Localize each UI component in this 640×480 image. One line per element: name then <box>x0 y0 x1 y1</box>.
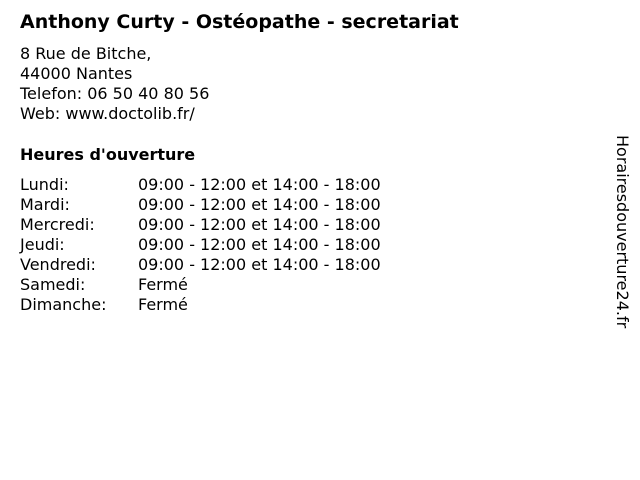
page-title: Anthony Curty - Ostéopathe - secretariat <box>20 11 459 33</box>
time-value: 09:00 - 12:00 et 14:00 - 18:00 <box>138 255 381 274</box>
hours-row: Jeudi: 09:00 - 12:00 et 14:00 - 18:00 <box>20 235 381 255</box>
time-value: 09:00 - 12:00 et 14:00 - 18:00 <box>138 235 381 254</box>
time-value: Fermé <box>138 295 188 314</box>
street: 8 Rue de Bitche, <box>20 44 152 63</box>
hours-heading: Heures d'ouverture <box>20 145 196 164</box>
hours-row: Samedi: Fermé <box>20 275 381 295</box>
day-label: Lundi: <box>20 175 69 194</box>
day-label: Vendredi: <box>20 255 96 274</box>
day-label: Mercredi: <box>20 215 95 234</box>
website: Web: www.doctolib.fr/ <box>20 104 195 123</box>
hours-table: Lundi: 09:00 - 12:00 et 14:00 - 18:00 Mard… <box>20 175 381 315</box>
hours-row: Dimanche: Fermé <box>20 295 381 315</box>
time-value: Fermé <box>138 275 188 294</box>
site-watermark: Horairesdouverture24.fr <box>613 135 632 329</box>
time-value: 09:00 - 12:00 et 14:00 - 18:00 <box>138 195 381 214</box>
city: 44000 Nantes <box>20 64 133 83</box>
hours-row: Lundi: 09:00 - 12:00 et 14:00 - 18:00 <box>20 175 381 195</box>
day-label: Dimanche: <box>20 295 107 314</box>
time-value: 09:00 - 12:00 et 14:00 - 18:00 <box>138 175 381 194</box>
day-label: Samedi: <box>20 275 86 294</box>
day-label: Mardi: <box>20 195 70 214</box>
hours-row: Mardi: 09:00 - 12:00 et 14:00 - 18:00 <box>20 195 381 215</box>
hours-row: Mercredi: 09:00 - 12:00 et 14:00 - 18:00 <box>20 215 381 235</box>
hours-row: Vendredi: 09:00 - 12:00 et 14:00 - 18:00 <box>20 255 381 275</box>
address-block: 8 Rue de Bitche, 44000 Nantes Telefon: 0… <box>20 44 209 124</box>
phone: Telefon: 06 50 40 80 56 <box>20 84 210 103</box>
time-value: 09:00 - 12:00 et 14:00 - 18:00 <box>138 215 381 234</box>
day-label: Jeudi: <box>20 235 65 254</box>
